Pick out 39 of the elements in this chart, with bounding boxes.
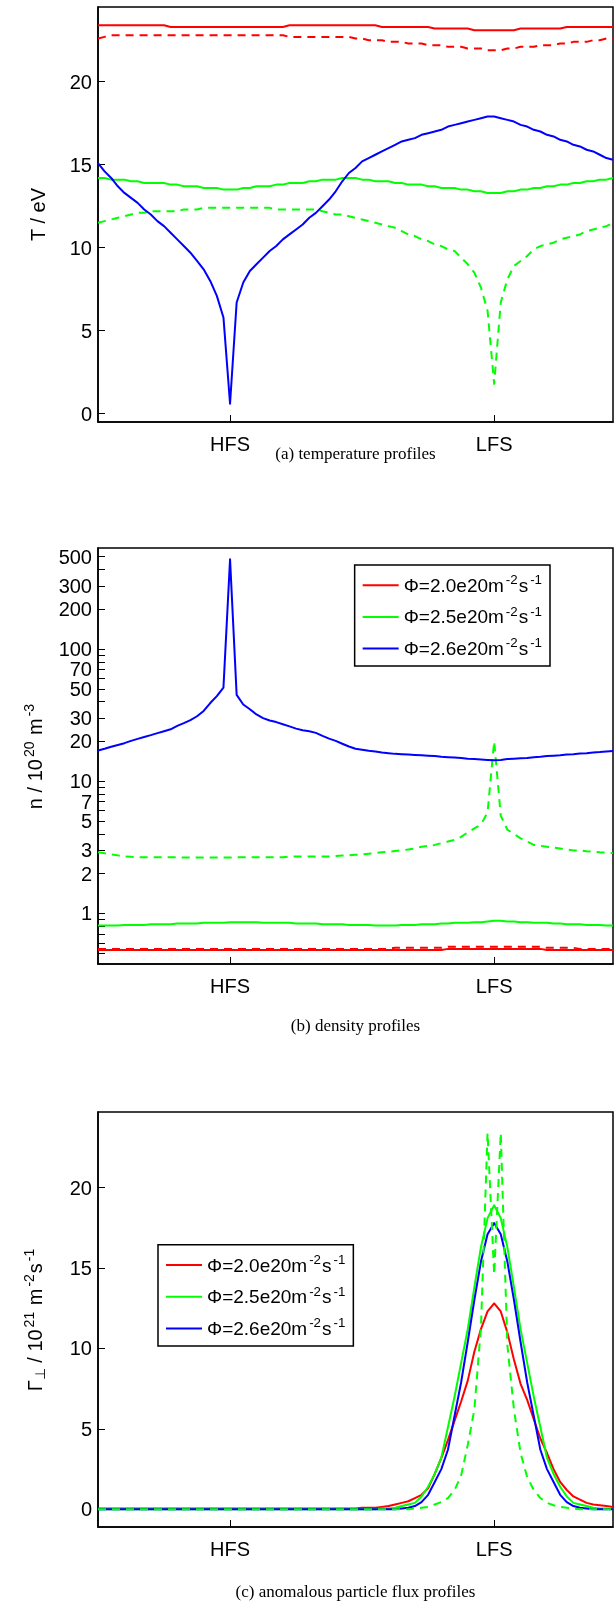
y-tick-label: 15: [69, 1257, 92, 1280]
y-axis-title: T / eV: [27, 187, 49, 241]
y-tick-label: 10: [69, 1337, 92, 1360]
y-tick-label: 30: [69, 707, 92, 730]
line-series: [97, 740, 614, 859]
line-series: [97, 34, 614, 52]
line-series: [97, 115, 614, 405]
y-axis-title: n / 1020 m-3: [21, 703, 46, 810]
x-tick-label: HFS: [210, 975, 251, 997]
y-tick-label: 200: [58, 598, 92, 621]
y-axis-title: Γ⊥ / 1021 m-2s-1: [21, 1248, 48, 1392]
y-tick-label: 300: [58, 574, 92, 597]
y-tick-label: 3: [80, 839, 92, 862]
y-tick-label: 20: [69, 730, 92, 753]
y-tick-label: 20: [69, 70, 92, 93]
x-tick-label: HFS: [210, 1538, 251, 1560]
x-tick-label: LFS: [475, 1538, 513, 1560]
y-tick-label: 100: [58, 637, 92, 660]
y-tick-label: 20: [69, 1176, 92, 1199]
y-tick-label: 2: [80, 862, 92, 885]
y-tick-label: 15: [69, 153, 92, 176]
x-tick-label: LFS: [475, 975, 513, 997]
y-tick-label: 5: [80, 810, 92, 833]
line-series: [97, 176, 614, 194]
y-tick-label: 7: [80, 790, 92, 813]
y-tick-label: 10: [69, 770, 92, 793]
text: (b) density profiles: [290, 1015, 421, 1035]
y-tick-label: 1: [80, 902, 92, 925]
x-tick-label: HFS: [210, 433, 251, 455]
text: (c) anomalous particle flux profiles: [235, 1581, 476, 1601]
y-tick-label: 0: [80, 402, 92, 425]
y-tick-label: 5: [80, 1417, 92, 1440]
line-series: [97, 558, 614, 762]
y-tick-label: 10: [69, 236, 92, 259]
y-tick-label: 500: [58, 545, 92, 568]
x-tick-label: LFS: [475, 433, 513, 455]
text: (a) temperature profiles: [275, 443, 436, 463]
y-tick-label: 0: [80, 1498, 92, 1521]
y-tick-label: 5: [80, 319, 92, 342]
